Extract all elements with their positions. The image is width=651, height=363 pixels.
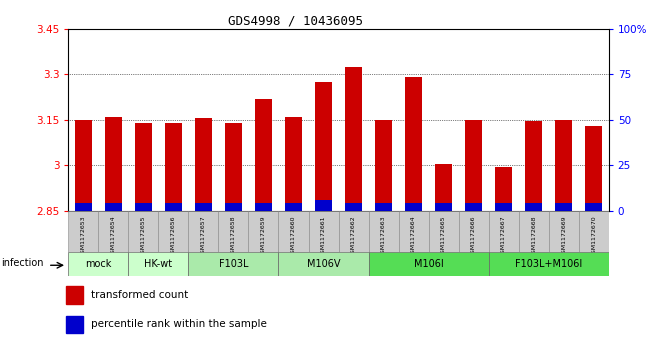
Bar bbox=[225, 123, 242, 211]
Text: F103L: F103L bbox=[219, 259, 248, 269]
Bar bbox=[279, 211, 309, 252]
Text: GSM1172654: GSM1172654 bbox=[111, 216, 116, 257]
Bar bbox=[406, 77, 422, 211]
Text: GSM1172663: GSM1172663 bbox=[381, 216, 386, 257]
Bar bbox=[68, 211, 98, 252]
Bar bbox=[66, 315, 83, 333]
Bar bbox=[315, 82, 332, 211]
Bar bbox=[135, 203, 152, 211]
Bar bbox=[188, 252, 279, 276]
Text: GSM1172664: GSM1172664 bbox=[411, 216, 416, 257]
Bar bbox=[368, 252, 489, 276]
Text: GSM1172668: GSM1172668 bbox=[531, 216, 536, 257]
Text: GSM1172658: GSM1172658 bbox=[231, 216, 236, 257]
Bar bbox=[285, 203, 302, 211]
Text: F103L+M106I: F103L+M106I bbox=[515, 259, 582, 269]
Text: GSM1172660: GSM1172660 bbox=[291, 216, 296, 257]
Bar bbox=[219, 211, 249, 252]
Bar bbox=[255, 203, 271, 211]
Bar bbox=[428, 211, 458, 252]
Bar bbox=[525, 121, 542, 211]
Text: GSM1172669: GSM1172669 bbox=[561, 216, 566, 257]
Bar bbox=[315, 200, 332, 211]
Bar bbox=[75, 203, 92, 211]
Text: M106V: M106V bbox=[307, 259, 340, 269]
Bar bbox=[519, 211, 549, 252]
Bar bbox=[255, 99, 271, 211]
Bar bbox=[309, 211, 339, 252]
Text: mock: mock bbox=[85, 259, 111, 269]
Bar bbox=[489, 252, 609, 276]
Bar bbox=[495, 203, 512, 211]
Bar bbox=[158, 211, 188, 252]
Bar bbox=[436, 164, 452, 211]
Bar bbox=[465, 203, 482, 211]
Bar bbox=[128, 252, 188, 276]
Bar bbox=[375, 203, 392, 211]
Bar bbox=[489, 211, 519, 252]
Bar bbox=[585, 203, 602, 211]
Bar bbox=[249, 211, 279, 252]
Bar bbox=[375, 120, 392, 211]
Bar bbox=[585, 126, 602, 211]
Bar bbox=[549, 211, 579, 252]
Bar bbox=[525, 203, 542, 211]
Text: GSM1172656: GSM1172656 bbox=[171, 216, 176, 257]
Bar bbox=[436, 203, 452, 211]
Bar bbox=[128, 211, 158, 252]
Bar bbox=[279, 252, 368, 276]
Bar bbox=[68, 252, 128, 276]
Title: GDS4998 / 10436095: GDS4998 / 10436095 bbox=[228, 15, 363, 28]
Bar bbox=[135, 123, 152, 211]
Bar bbox=[165, 203, 182, 211]
Bar bbox=[105, 203, 122, 211]
Bar bbox=[195, 203, 212, 211]
Bar bbox=[285, 117, 302, 211]
Text: GSM1172657: GSM1172657 bbox=[201, 216, 206, 257]
Text: GSM1172670: GSM1172670 bbox=[591, 216, 596, 257]
Bar bbox=[188, 211, 219, 252]
Bar bbox=[555, 203, 572, 211]
Bar bbox=[66, 286, 83, 304]
Bar bbox=[398, 211, 428, 252]
Text: GSM1172662: GSM1172662 bbox=[351, 216, 356, 257]
Bar bbox=[465, 121, 482, 211]
Text: M106I: M106I bbox=[413, 259, 443, 269]
Bar bbox=[555, 120, 572, 211]
Text: GSM1172667: GSM1172667 bbox=[501, 216, 506, 257]
Text: GSM1172665: GSM1172665 bbox=[441, 216, 446, 257]
Bar bbox=[339, 211, 368, 252]
Bar bbox=[195, 118, 212, 211]
Text: GSM1172653: GSM1172653 bbox=[81, 216, 86, 257]
Text: percentile rank within the sample: percentile rank within the sample bbox=[91, 319, 267, 329]
Bar bbox=[105, 117, 122, 211]
Text: HK-wt: HK-wt bbox=[145, 259, 173, 269]
Text: GSM1172659: GSM1172659 bbox=[261, 216, 266, 257]
Text: GSM1172661: GSM1172661 bbox=[321, 216, 326, 257]
Bar bbox=[98, 211, 128, 252]
Bar bbox=[406, 203, 422, 211]
Bar bbox=[225, 203, 242, 211]
Text: GSM1172666: GSM1172666 bbox=[471, 216, 476, 257]
Bar bbox=[495, 167, 512, 211]
Text: GSM1172655: GSM1172655 bbox=[141, 216, 146, 257]
Bar bbox=[165, 123, 182, 211]
Bar bbox=[368, 211, 398, 252]
Text: infection: infection bbox=[1, 258, 44, 268]
Bar bbox=[579, 211, 609, 252]
Bar bbox=[345, 67, 362, 211]
Bar bbox=[75, 120, 92, 211]
Text: transformed count: transformed count bbox=[91, 290, 189, 300]
Bar bbox=[345, 203, 362, 211]
Bar bbox=[458, 211, 489, 252]
